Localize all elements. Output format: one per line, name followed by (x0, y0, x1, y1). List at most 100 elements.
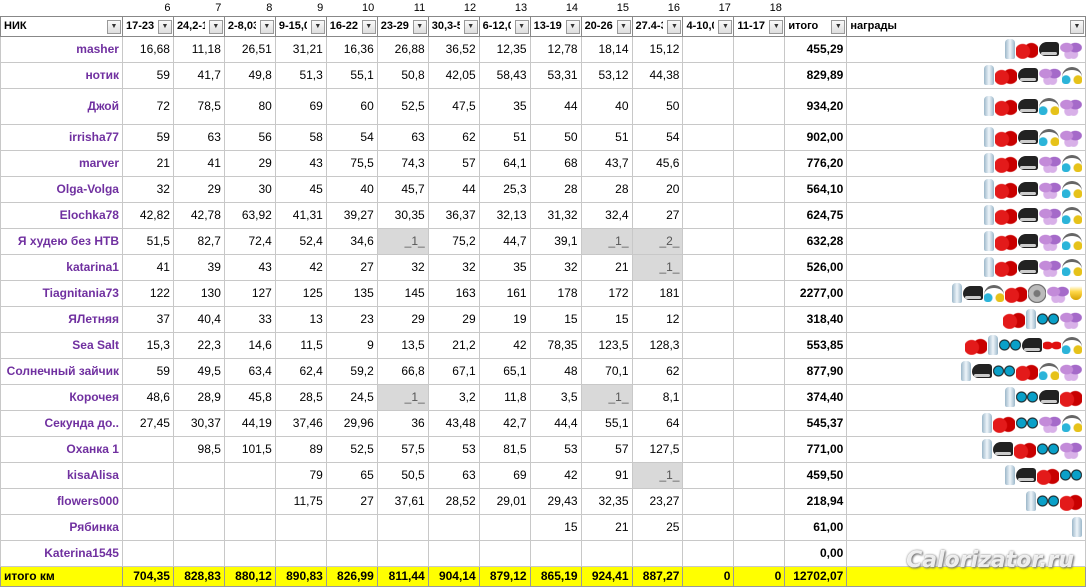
header-awards[interactable]: награды ▼ (846, 15, 1086, 37)
week-cell[interactable]: 11,5 (274, 331, 327, 359)
week-cell[interactable]: 63 (427, 461, 480, 489)
week-cell[interactable]: 181 (631, 279, 684, 307)
week-cell[interactable] (529, 539, 582, 567)
week-cell[interactable]: 43,7 (580, 149, 633, 177)
week-cell[interactable]: 29 (223, 149, 276, 177)
week-cell[interactable]: 32 (376, 253, 429, 281)
week-cell[interactable]: 45,6 (631, 149, 684, 177)
week-cell[interactable]: 82,7 (172, 227, 225, 255)
week-cell[interactable] (682, 201, 735, 229)
week-cell[interactable]: 32,13 (478, 201, 531, 229)
week-cell[interactable] (682, 461, 735, 489)
week-cell[interactable]: 59,2 (325, 357, 378, 385)
week-cell[interactable] (733, 279, 786, 307)
total-cell[interactable]: 61,00 (784, 513, 848, 541)
week-cell[interactable] (733, 87, 786, 125)
filter-dropdown-icon[interactable]: ▼ (463, 19, 478, 34)
awards-cell[interactable] (846, 357, 1086, 385)
week-cell[interactable]: 65 (325, 461, 378, 489)
week-cell[interactable] (682, 149, 735, 177)
header-week[interactable]: 24,2-1.▼ (172, 15, 225, 37)
week-cell[interactable]: 79 (274, 461, 327, 489)
total-cell[interactable]: 624,75 (784, 201, 848, 229)
awards-cell[interactable] (846, 253, 1086, 281)
week-cell[interactable]: 47,5 (427, 87, 480, 125)
week-cell[interactable]: 75,5 (325, 149, 378, 177)
week-cell[interactable] (733, 435, 786, 463)
week-cell[interactable]: 130 (172, 279, 225, 307)
week-cell[interactable]: 36,37 (427, 201, 480, 229)
nick-cell[interactable]: Olga-Volga (0, 175, 123, 203)
week-cell[interactable] (172, 513, 225, 541)
week-cell[interactable]: 39 (172, 253, 225, 281)
week-cell[interactable]: 15 (580, 305, 633, 333)
week-cell[interactable] (682, 35, 735, 63)
week-cell[interactable]: _1_ (580, 227, 633, 255)
total-cell[interactable]: 0,00 (784, 539, 848, 567)
week-cell[interactable]: 15,3 (121, 331, 174, 359)
week-cell[interactable]: 101,5 (223, 435, 276, 463)
week-cell[interactable] (733, 513, 786, 541)
week-cell[interactable]: 12,35 (478, 35, 531, 63)
filter-dropdown-icon[interactable]: ▼ (259, 19, 274, 34)
week-cell[interactable]: 49,5 (172, 357, 225, 385)
week-cell[interactable]: 66,8 (376, 357, 429, 385)
week-cell[interactable]: 29,01 (478, 487, 531, 515)
week-cell[interactable]: 15 (529, 305, 582, 333)
header-week[interactable]: 4-10,0 ▼ (682, 15, 735, 37)
filter-dropdown-icon[interactable]: ▼ (412, 19, 427, 34)
week-cell[interactable]: 58,43 (478, 61, 531, 89)
week-cell[interactable]: 42 (529, 461, 582, 489)
week-cell[interactable]: 45,7 (376, 175, 429, 203)
week-cell[interactable] (580, 539, 633, 567)
week-cell[interactable]: 21 (580, 253, 633, 281)
week-cell[interactable] (682, 409, 735, 437)
total-cell[interactable]: 902,00 (784, 123, 848, 151)
week-cell[interactable] (733, 383, 786, 411)
nick-cell[interactable]: Elochka78 (0, 201, 123, 229)
week-cell[interactable]: 52,5 (325, 435, 378, 463)
week-cell[interactable]: 40,4 (172, 305, 225, 333)
week-cell[interactable] (223, 513, 276, 541)
nick-cell[interactable]: Корочея (0, 383, 123, 411)
awards-cell[interactable] (846, 175, 1086, 203)
week-cell[interactable]: 3,2 (427, 383, 480, 411)
awards-cell[interactable] (846, 87, 1086, 125)
awards-cell[interactable] (846, 279, 1086, 307)
week-cell[interactable]: 30,35 (376, 201, 429, 229)
week-cell[interactable]: 56 (223, 123, 276, 151)
week-cell[interactable]: 33 (223, 305, 276, 333)
week-cell[interactable]: 43 (274, 149, 327, 177)
awards-cell[interactable] (846, 331, 1086, 359)
week-cell[interactable]: 43,48 (427, 409, 480, 437)
week-cell[interactable]: 19 (478, 305, 531, 333)
week-cell[interactable] (376, 513, 429, 541)
week-cell[interactable]: 40 (325, 175, 378, 203)
week-cell[interactable]: 49,8 (223, 61, 276, 89)
week-cell[interactable]: 39,27 (325, 201, 378, 229)
total-cell[interactable]: 218,94 (784, 487, 848, 515)
week-cell[interactable]: 68 (529, 149, 582, 177)
week-cell[interactable] (682, 227, 735, 255)
week-cell[interactable]: 125 (274, 279, 327, 307)
awards-cell[interactable] (846, 487, 1086, 515)
week-cell[interactable]: 70,1 (580, 357, 633, 385)
week-cell[interactable]: 55,1 (325, 61, 378, 89)
header-week[interactable]: 20-26.▼ (580, 15, 633, 37)
filter-dropdown-icon[interactable]: ▼ (718, 19, 733, 34)
week-cell[interactable] (682, 539, 735, 567)
week-cell[interactable] (223, 461, 276, 489)
week-cell[interactable]: 78,5 (172, 87, 225, 125)
nick-cell[interactable]: Оxанка 1 (0, 435, 123, 463)
week-cell[interactable]: 28,52 (427, 487, 480, 515)
week-cell[interactable]: 42 (274, 253, 327, 281)
week-cell[interactable]: 127,5 (631, 435, 684, 463)
awards-cell[interactable] (846, 409, 1086, 437)
total-cell[interactable]: 564,10 (784, 175, 848, 203)
week-cell[interactable]: 27,45 (121, 409, 174, 437)
awards-cell[interactable] (846, 435, 1086, 463)
week-cell[interactable]: 41 (172, 149, 225, 177)
total-cell[interactable]: 318,40 (784, 305, 848, 333)
week-cell[interactable]: 26,51 (223, 35, 276, 63)
week-cell[interactable]: 57 (427, 149, 480, 177)
